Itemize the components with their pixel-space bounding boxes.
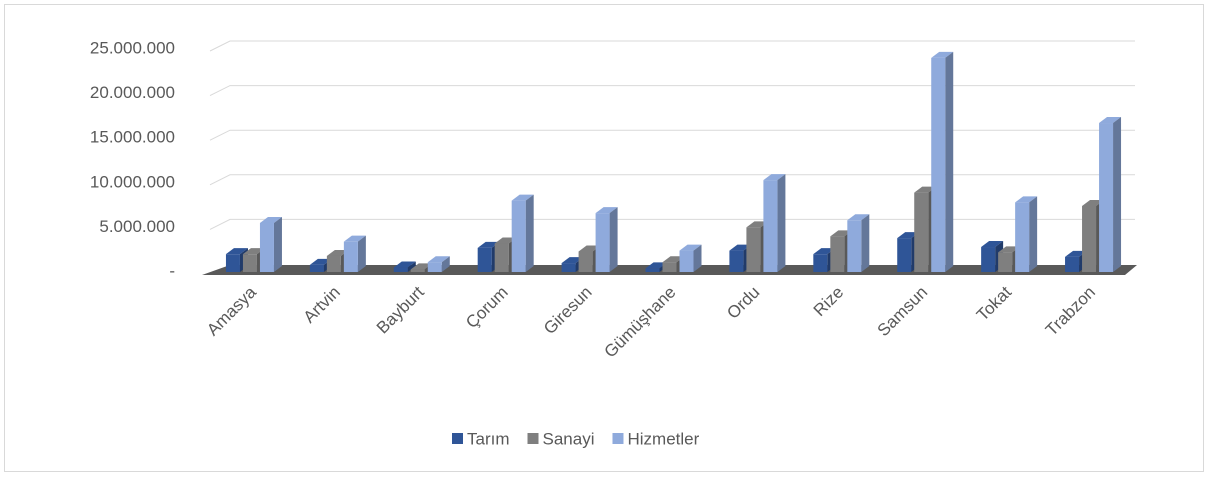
- bar-top: [813, 248, 836, 255]
- bar-top: [309, 258, 332, 265]
- bar: [746, 227, 761, 272]
- bar: [1082, 205, 1097, 272]
- bar: [309, 264, 324, 272]
- bar: [1015, 202, 1030, 272]
- bar-side: [357, 235, 366, 272]
- y-tick-label: 15.000.000: [90, 128, 175, 147]
- bar: [1065, 256, 1080, 272]
- bar-top: [931, 51, 954, 58]
- bar-top: [1015, 196, 1038, 203]
- bar-top: [830, 230, 853, 237]
- y-tick-label: 10.000.000: [90, 172, 175, 191]
- bar-top: [595, 207, 618, 214]
- bar-top: [1099, 117, 1122, 124]
- bar-top: [494, 237, 517, 244]
- bar: [679, 250, 694, 272]
- bar-side: [777, 174, 786, 272]
- bar-top: [326, 249, 349, 256]
- bar: [763, 180, 778, 272]
- bar-side: [1113, 117, 1122, 272]
- bar-side: [407, 261, 416, 272]
- legend-swatch: [452, 433, 463, 444]
- bar-top: [1065, 250, 1088, 257]
- bar-top: [477, 241, 500, 248]
- bar: [477, 247, 492, 272]
- bar-top: [427, 256, 450, 263]
- bar: [494, 243, 509, 272]
- bar: [427, 262, 442, 272]
- bar-top: [679, 244, 702, 251]
- bar-top: [225, 248, 248, 255]
- bar-top: [914, 186, 937, 193]
- bar-top: [410, 263, 433, 270]
- bar: [242, 254, 257, 272]
- bar: [595, 213, 610, 272]
- bar: [343, 241, 358, 272]
- legend-swatch: [612, 433, 624, 444]
- bar-top: [897, 232, 920, 239]
- bar-top: [662, 256, 685, 263]
- bar: [326, 255, 341, 272]
- bar: [981, 247, 996, 272]
- grid-line: [209, 129, 1135, 141]
- bar: [931, 57, 946, 272]
- grid-line: [209, 85, 1135, 97]
- bar-top: [242, 248, 265, 255]
- legend-label: Tarım: [467, 429, 510, 448]
- y-tick-label: -: [169, 261, 175, 280]
- bar: [830, 236, 845, 272]
- bar-top: [763, 174, 786, 181]
- bar-top: [998, 246, 1021, 253]
- bar: [393, 267, 408, 272]
- bar-top: [511, 194, 534, 201]
- grid-line: [209, 40, 1135, 52]
- bar: [847, 220, 862, 272]
- bar: [578, 251, 593, 272]
- bar-side: [693, 244, 702, 272]
- bar-top: [578, 245, 601, 252]
- bar: [729, 250, 744, 272]
- bar-top: [981, 241, 1004, 248]
- bar: [813, 254, 828, 272]
- bar: [259, 222, 274, 272]
- y-tick-label: 5.000.000: [99, 217, 175, 236]
- bar: [1099, 123, 1114, 272]
- bar-side: [441, 256, 450, 272]
- bar: [410, 269, 425, 272]
- bar-top: [729, 244, 752, 251]
- bar: [225, 254, 240, 272]
- y-tick-label: 25.000.000: [90, 38, 175, 57]
- bar: [511, 200, 526, 272]
- bar: [998, 252, 1013, 272]
- bar-top: [343, 235, 366, 242]
- legend-label: Sanayi: [543, 429, 595, 448]
- bar-top: [393, 261, 416, 268]
- y-tick-label: 20.000.000: [90, 83, 175, 102]
- bar-side: [861, 214, 870, 272]
- grid-line: [209, 218, 1135, 230]
- bar-side: [945, 51, 954, 272]
- grid-line: [209, 174, 1135, 186]
- bar-top: [746, 221, 769, 228]
- bar: [897, 238, 912, 272]
- bar-top: [645, 262, 668, 269]
- bar: [561, 263, 576, 272]
- legend-swatch: [527, 433, 539, 444]
- bar: [645, 268, 660, 272]
- legend-label: Hizmetler: [627, 429, 699, 448]
- bar-side: [273, 216, 282, 272]
- bar: [662, 262, 677, 272]
- bar-top: [561, 257, 584, 264]
- bar-top: [259, 216, 282, 223]
- bar-top: [1082, 199, 1105, 206]
- bar-side: [1029, 196, 1038, 272]
- bar-side: [609, 207, 618, 272]
- bar-top: [847, 214, 870, 221]
- bar-side: [525, 194, 534, 272]
- bar: [914, 192, 929, 272]
